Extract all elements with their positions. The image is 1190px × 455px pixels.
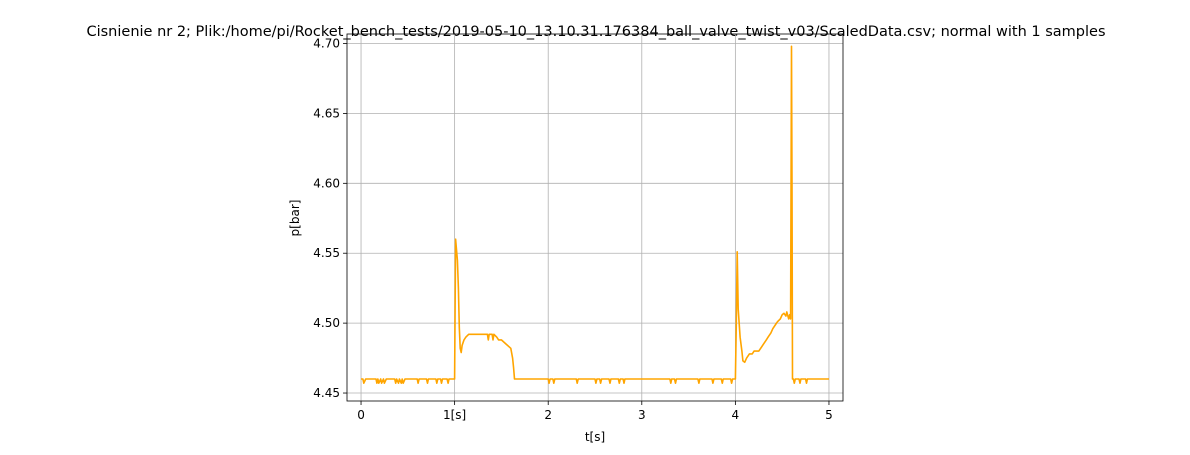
y-axis-label: p[bar] [288,200,302,237]
y-tick-label: 4.60 [313,176,340,190]
y-tick-label: 4.70 [313,37,340,51]
x-tick-label: 5 [825,408,833,422]
series-layer [361,45,829,385]
x-axis: 0 1[s] 2 3 4 5 [357,401,833,422]
x-axis-label: t[s] [585,430,605,444]
y-tick-label: 4.55 [313,246,340,260]
x-tick-label: 4 [732,408,740,422]
x-tick-label: 1[s] [443,408,466,422]
grid [347,34,843,401]
y-tick-label: 4.45 [313,386,340,400]
x-tick-label: 2 [544,408,552,422]
plot-frame [346,33,844,402]
x-tick-label: 0 [357,408,365,422]
x-tick-label: 3 [638,408,646,422]
chart-title: Cisnienie nr 2; Plik:/home/pi/Rocket_ben… [86,24,1105,40]
y-axis: 4.45 4.50 4.55 4.60 4.65 4.70 [313,37,347,400]
y-tick-label: 4.65 [313,106,340,120]
y-tick-label: 4.50 [313,316,340,330]
series-line-0 [361,45,829,385]
